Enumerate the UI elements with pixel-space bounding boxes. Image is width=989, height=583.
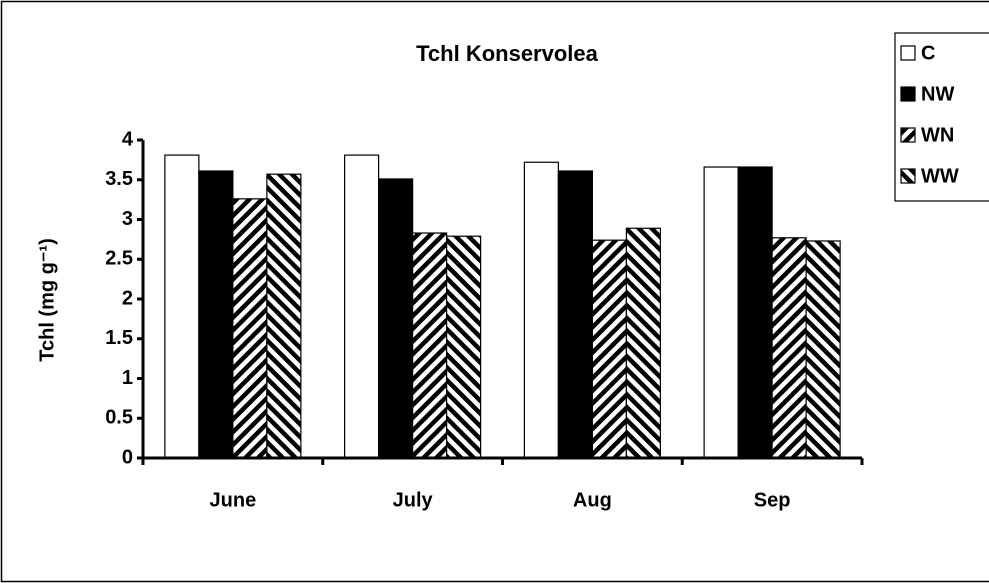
y-tick-label: 1.5 xyxy=(105,327,133,349)
y-tick-label: 3 xyxy=(122,208,133,230)
bar xyxy=(591,239,627,459)
x-tick-label: June xyxy=(210,489,257,511)
bar xyxy=(198,170,234,459)
y-tick-label: 0 xyxy=(122,446,133,468)
y-tick-label: 0.5 xyxy=(105,407,133,429)
bar xyxy=(412,232,448,459)
legend-swatch xyxy=(900,45,916,61)
bar xyxy=(378,178,414,459)
bar xyxy=(164,154,200,459)
y-tick-label: 3.5 xyxy=(105,168,133,190)
x-tick-label: Aug xyxy=(573,489,612,511)
y-tick-label: 2.5 xyxy=(105,248,133,270)
bar xyxy=(703,166,739,459)
legend-label: NW xyxy=(921,83,954,105)
bar xyxy=(446,235,482,459)
y-tick-label: 4 xyxy=(122,128,134,150)
legend-label: C xyxy=(921,42,935,64)
legend-swatch xyxy=(900,127,916,143)
bar xyxy=(232,198,268,459)
x-tick-label: Sep xyxy=(754,489,791,511)
bar xyxy=(625,227,661,459)
legend-label: WW xyxy=(921,165,959,187)
chart-title: Tchl Konservolea xyxy=(416,41,599,66)
legend-swatch xyxy=(900,168,916,184)
x-tick-label: July xyxy=(393,489,434,511)
y-tick-label: 2 xyxy=(122,287,133,309)
bar xyxy=(737,166,773,459)
bar xyxy=(523,161,559,459)
bar xyxy=(805,240,841,459)
bar xyxy=(557,170,593,459)
y-tick-label: 1 xyxy=(122,367,133,389)
legend-swatch xyxy=(900,86,916,102)
legend-label: WN xyxy=(921,124,954,146)
bar xyxy=(266,173,302,459)
bar xyxy=(771,237,807,459)
bar xyxy=(344,154,380,459)
y-axis-label: Tchl (mg g⁻¹) xyxy=(36,238,58,362)
